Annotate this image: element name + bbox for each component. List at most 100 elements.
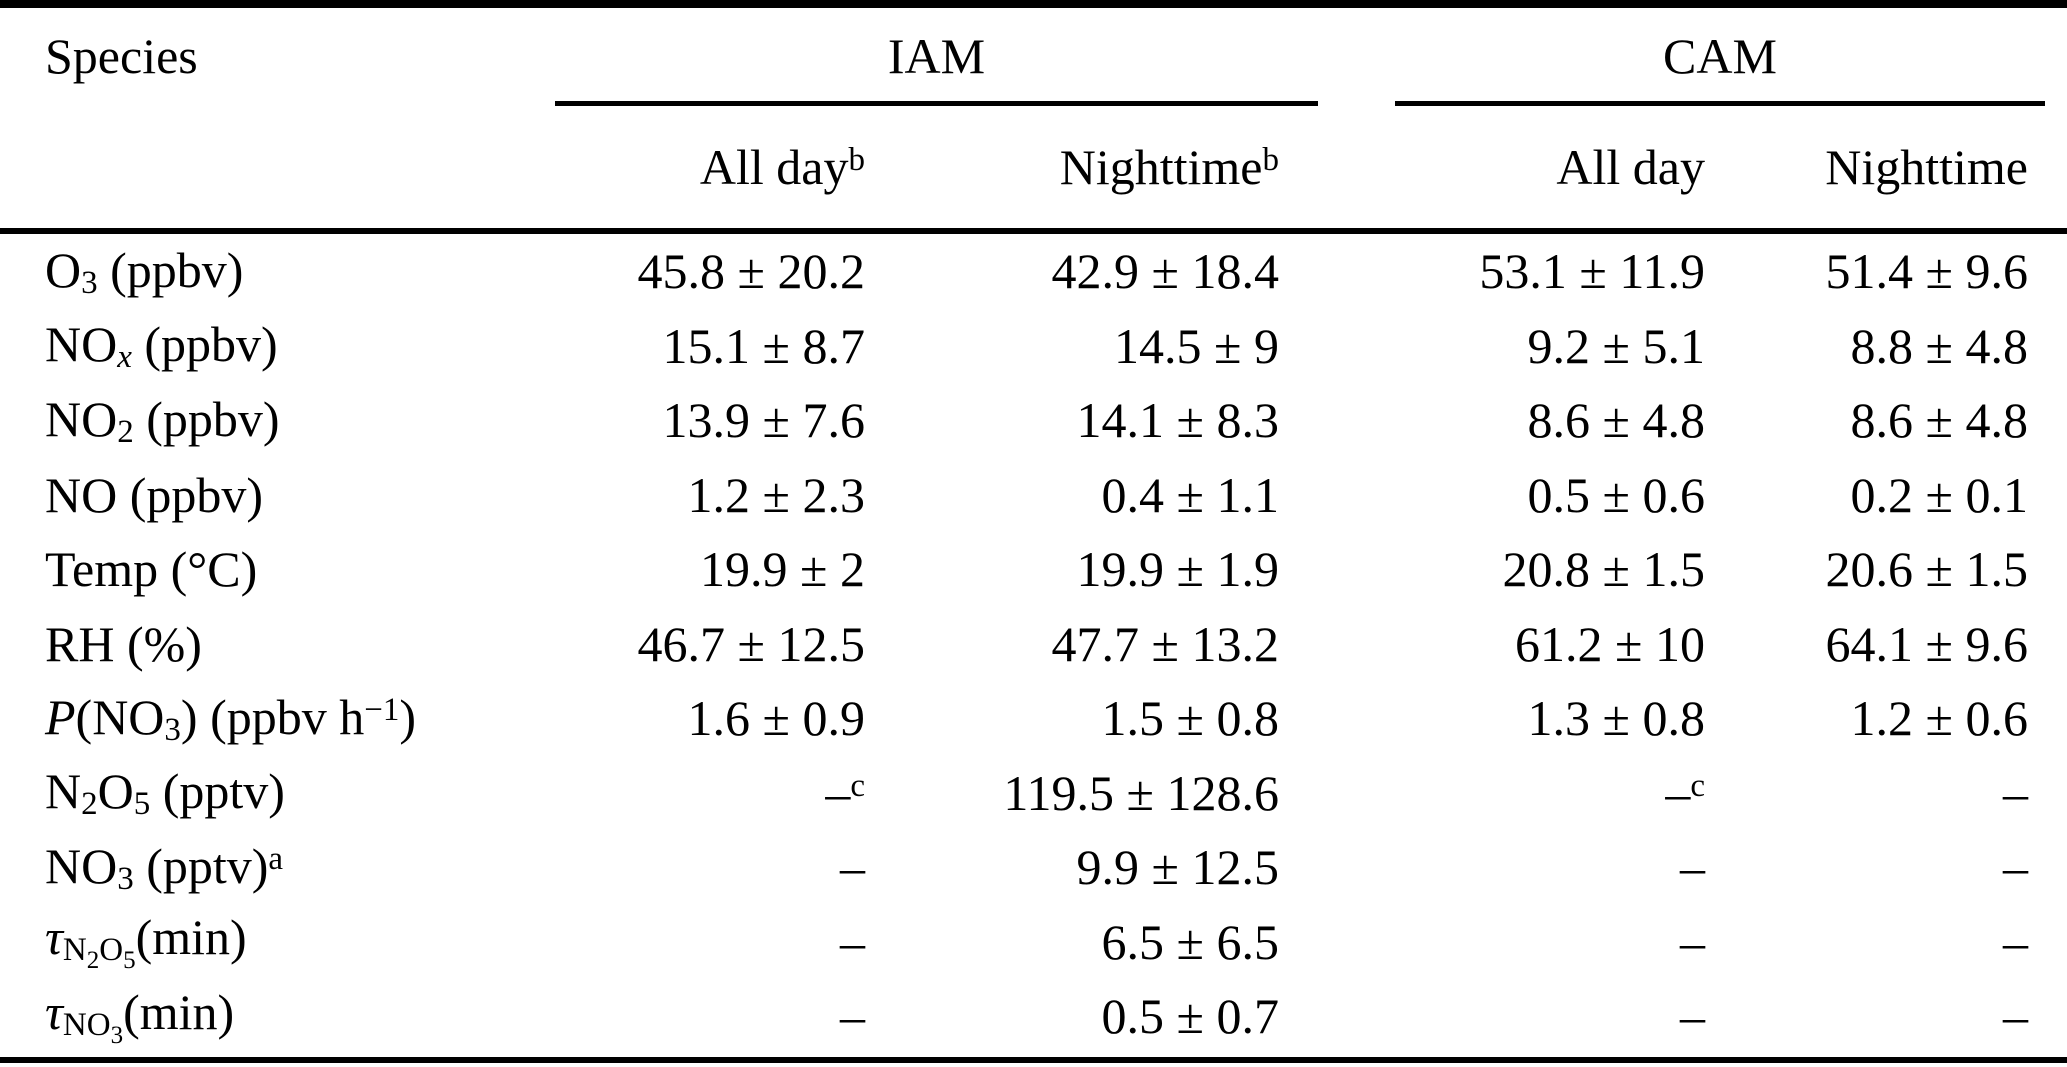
value-text: –: [2003, 913, 2028, 970]
value-text: 46.7 ± 12.5: [637, 615, 865, 672]
value-cell: –: [1279, 913, 1705, 971]
value-cell: 20.6 ± 1.5: [1705, 540, 2028, 598]
table-row: RH (%) 46.7 ± 12.5 47.7 ± 13.2 61.2 ± 10 64.…: [0, 607, 2067, 682]
value-cell: –: [555, 987, 865, 1045]
value-text: All day: [1556, 139, 1705, 195]
species-label: N2O5 (pptv): [0, 762, 555, 823]
label-segment: τ: [45, 909, 63, 966]
label-segment: 2: [117, 413, 134, 450]
table-row: Temp (°C) 19.9 ± 2 19.9 ± 1.9 20.8 ± 1.5 20.…: [0, 532, 2067, 607]
species-label: RH (%): [0, 615, 555, 673]
column-header-cam-all-day: All day: [1279, 138, 1705, 196]
label-segment: N: [45, 763, 82, 820]
label-segment: (ppbv): [131, 316, 278, 373]
value-cell: 19.9 ± 1.9: [865, 540, 1279, 598]
label-segment: (min): [123, 983, 235, 1040]
species-label: NO2 (ppbv): [0, 390, 555, 451]
value-text: Nighttime: [1059, 139, 1263, 195]
species-label: P(NO3) (ppbv h−1): [0, 688, 555, 749]
value-cell: 0.5 ± 0.7: [865, 987, 1279, 1045]
value-text: 119.5 ± 128.6: [1003, 764, 1279, 821]
value-text: 1.2 ± 0.6: [1850, 690, 2028, 747]
subheader-row: All dayb Nighttimeb All day Nighttime: [0, 106, 2067, 228]
value-cell: 46.7 ± 12.5: [555, 615, 865, 673]
value-cell: –: [555, 913, 865, 971]
column-header-iam-nighttime: Nighttimeb: [865, 138, 1279, 196]
value-text: –: [2003, 839, 2028, 896]
label-segment: 3: [81, 264, 98, 301]
value-cell: 20.8 ± 1.5: [1279, 540, 1705, 598]
table-row: NO2 (ppbv) 13.9 ± 7.6 14.1 ± 8.3 8.6 ± 4.8 8…: [0, 383, 2067, 458]
value-text: –: [1680, 839, 1705, 896]
species-label: O3 (ppbv): [0, 241, 555, 302]
table-row: P(NO3) (ppbv h−1) 1.6 ± 0.9 1.5 ± 0.8 1.3 ±…: [0, 681, 2067, 756]
value-cell: 8.8 ± 4.8: [1705, 317, 2028, 375]
value-cell: 64.1 ± 9.6: [1705, 615, 2028, 673]
value-text: 51.4 ± 9.6: [1825, 243, 2028, 300]
species-label: Temp (°C): [0, 540, 555, 598]
footnote-marker: c: [850, 767, 865, 804]
species-label: NO (ppbv): [0, 466, 555, 524]
label-segment: 5: [123, 947, 136, 975]
header-separator-rule: [0, 228, 2067, 234]
value-text: –: [840, 839, 865, 896]
cam-group-midrule: [1395, 101, 2045, 106]
label-segment: (NO: [75, 688, 165, 745]
value-text: 53.1 ± 11.9: [1479, 243, 1705, 300]
label-segment: 3: [117, 860, 134, 897]
table-row: NOx (ppbv) 15.1 ± 8.7 14.5 ± 9 9.2 ± 5.1 8.8…: [0, 309, 2067, 384]
label-segment: (pptv): [133, 837, 269, 894]
value-text: 15.1 ± 8.7: [662, 317, 865, 374]
label-segment: 2: [81, 786, 98, 823]
species-label: τNO3(min): [0, 983, 555, 1050]
value-text: –: [840, 988, 865, 1045]
value-cell: –: [1705, 764, 2028, 822]
value-text: –: [840, 913, 865, 970]
value-cell: 53.1 ± 11.9: [1279, 242, 1705, 300]
label-segment: 3: [164, 711, 181, 748]
value-cell: –: [1705, 987, 2028, 1045]
table-body: O3 (ppbv) 45.8 ± 20.2 42.9 ± 18.4 53.1 ± 11…: [0, 234, 2067, 1054]
label-segment: 2: [86, 947, 100, 975]
label-segment: O: [45, 241, 82, 298]
value-cell: 0.5 ± 0.6: [1279, 466, 1705, 524]
label-segment: ): [399, 688, 417, 745]
value-text: 19.9 ± 2: [700, 541, 865, 598]
species-label: NOx (ppbv): [0, 315, 555, 376]
group-header-iam: IAM: [887, 28, 986, 84]
value-cell: 14.1 ± 8.3: [865, 391, 1279, 449]
value-cell: 51.4 ± 9.6: [1705, 242, 2028, 300]
value-cell: 19.9 ± 2: [555, 540, 865, 598]
label-segment: NO (ppbv): [45, 466, 264, 523]
value-text: 19.9 ± 1.9: [1076, 541, 1279, 598]
label-segment: O: [99, 932, 124, 969]
value-cell: 1.2 ± 2.3: [555, 466, 865, 524]
value-text: 64.1 ± 9.6: [1825, 615, 2028, 672]
value-text: –: [2003, 764, 2028, 821]
value-text: 0.4 ± 1.1: [1101, 466, 1279, 523]
label-segment: ) (ppbv h: [180, 688, 365, 745]
value-text: 14.1 ± 8.3: [1076, 392, 1279, 449]
label-segment: 5: [133, 786, 151, 823]
value-cell: 61.2 ± 10: [1279, 615, 1705, 673]
species-label: NO3 (pptv)a: [0, 837, 555, 898]
label-segment: x: [117, 339, 132, 376]
label-segment: τ: [45, 983, 63, 1040]
label-segment: (min): [135, 909, 247, 966]
group-header-cam: CAM: [1663, 28, 1777, 84]
value-cell: 13.9 ± 7.6: [555, 391, 865, 449]
footnote-marker: b: [848, 142, 866, 179]
value-cell: 15.1 ± 8.7: [555, 317, 865, 375]
label-segment: NO: [45, 316, 118, 373]
value-cell: 42.9 ± 18.4: [865, 242, 1279, 300]
value-cell: 9.9 ± 12.5: [865, 838, 1279, 896]
table-top-rule: [0, 0, 2067, 8]
value-cell: 1.3 ± 0.8: [1279, 689, 1705, 747]
value-text: 61.2 ± 10: [1515, 615, 1705, 672]
value-cell: 0.2 ± 0.1: [1705, 466, 2028, 524]
footnote-marker: b: [1262, 142, 1280, 179]
value-cell: –: [1705, 838, 2028, 896]
iam-group-midrule: [555, 101, 1318, 106]
value-text: 0.5 ± 0.7: [1101, 988, 1279, 1045]
value-text: 6.5 ± 6.5: [1101, 913, 1279, 970]
